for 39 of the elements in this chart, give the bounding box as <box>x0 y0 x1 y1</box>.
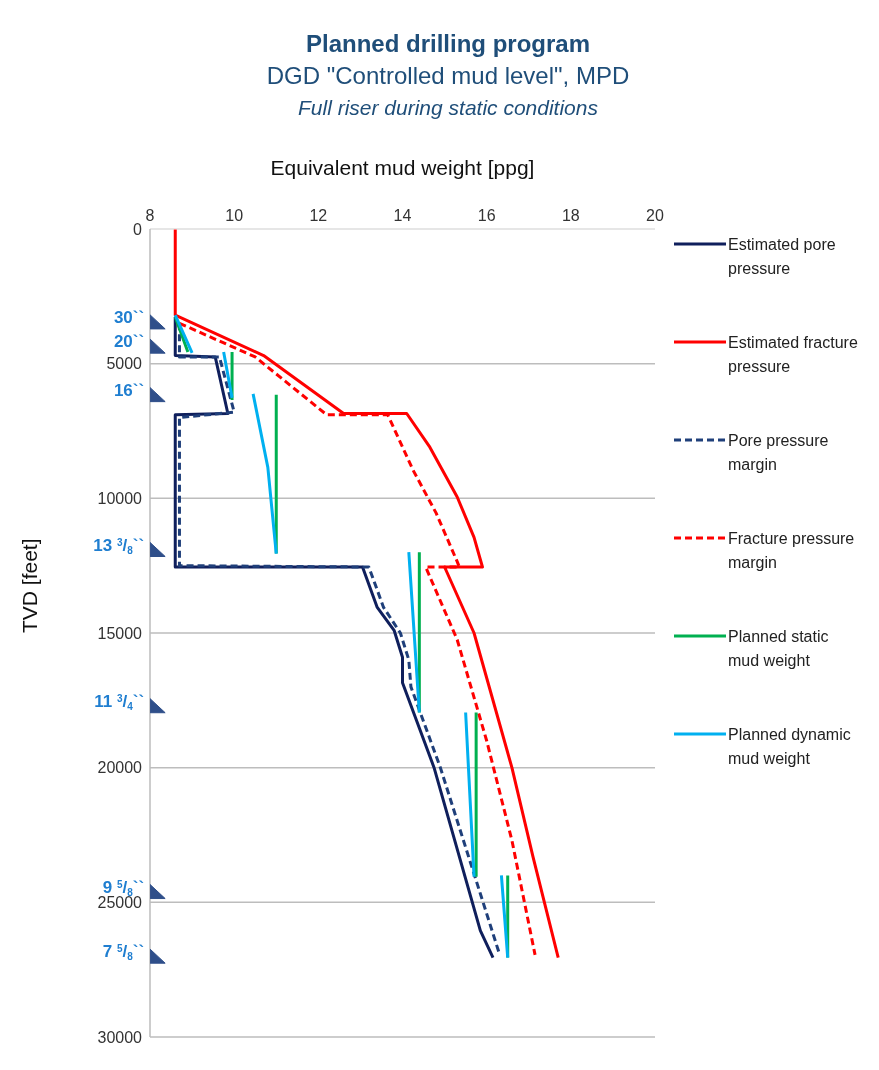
legend-label: Planned static mud weight <box>728 627 830 671</box>
x-tick-label: 20 <box>646 207 664 224</box>
text: 11 $^{3}$/$_{4}$`` <box>94 691 145 712</box>
point <box>150 314 166 330</box>
line-series <box>173 229 560 960</box>
text: 13 $^{3}$/$_{8}$`` <box>93 535 145 556</box>
x-tick-label: 14 <box>393 207 412 224</box>
x-tick-label: 10 <box>225 207 244 224</box>
y-tick-label: 30000 <box>97 1028 143 1046</box>
legend-label: Estimated pore pressure <box>728 235 837 279</box>
x-tick-label: 18 <box>561 207 580 224</box>
chart-subtitle: DGD "Controlled mud level", MPD <box>265 62 631 90</box>
x-tick-label: 8 <box>145 207 155 224</box>
text: 20`` <box>113 332 145 352</box>
legend-label: Fracture pressure margin <box>728 529 856 573</box>
text: 30`` <box>113 307 145 327</box>
point <box>150 542 166 558</box>
y-tick-label: 25000 <box>97 894 143 912</box>
x-tick-label: 12 <box>309 207 328 224</box>
y-tick-label: 10000 <box>97 490 143 508</box>
y-tick-label: 0 <box>133 220 143 238</box>
y-tick-label: 15000 <box>97 624 143 642</box>
text: 16`` <box>113 380 145 400</box>
point <box>150 387 166 403</box>
point <box>150 698 166 714</box>
legend-label: Pore pressure margin <box>728 431 830 475</box>
point <box>150 948 166 964</box>
point <box>150 338 166 354</box>
legend-label: Estimated fracture pressure <box>728 333 858 377</box>
legend-label: Planned dynamic mud weight <box>728 725 852 769</box>
text: Full riser during static conditions <box>297 96 599 120</box>
y-tick-label: 20000 <box>97 759 143 777</box>
text: 7 $^{5}$/$_{8}$`` <box>102 942 145 963</box>
x-tick-label: 16 <box>477 207 496 224</box>
y-axis-title: TVD [feet] <box>18 538 42 633</box>
chart-title: Planned drilling program <box>305 29 591 58</box>
x-axis-title: Equivalent mud weight [ppg] <box>270 155 535 179</box>
point <box>150 884 166 900</box>
y-tick-label: 5000 <box>106 355 143 373</box>
